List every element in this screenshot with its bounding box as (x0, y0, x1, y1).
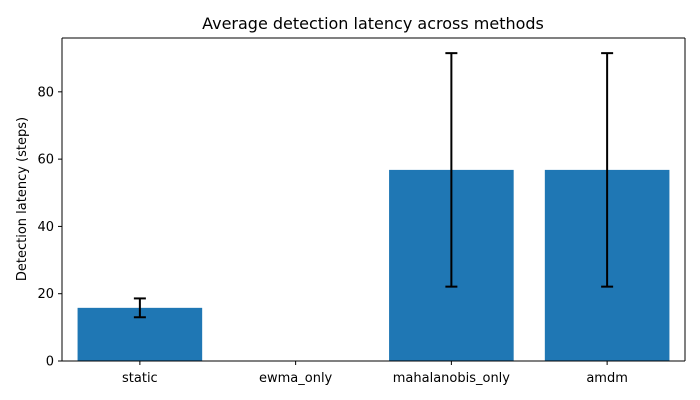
y-tick-label-0: 0 (46, 355, 54, 370)
y-tick-label-60: 60 (37, 153, 54, 168)
error-bars-group (133, 52, 614, 319)
ticks-group: static ewma_only mahalanobis_only amdm 0 20 40… (37, 85, 627, 386)
x-tick-label-ewma_only: ewma_only (259, 371, 333, 386)
x-tick-label-mahalanobis_only: mahalanobis_only (393, 371, 511, 386)
y-axis-label: Detection latency (steps) (15, 117, 30, 281)
x-tick-label-static: static (122, 371, 158, 386)
y-tick-label-80: 80 (37, 85, 54, 100)
chart-title: Average detection latency across methods (202, 14, 544, 33)
x-tick-label-amdm: amdm (586, 371, 628, 386)
y-tick-label-20: 20 (37, 287, 54, 302)
y-tick-label-40: 40 (37, 220, 54, 235)
bars-group (77, 169, 670, 361)
